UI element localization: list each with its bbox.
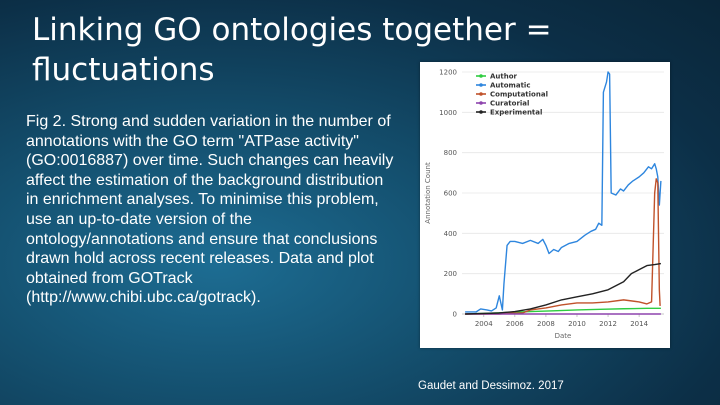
legend-label-experimental: Experimental: [490, 109, 542, 117]
x-axis-label: Date: [555, 332, 572, 340]
x-tick-label: 2004: [475, 320, 493, 328]
x-tick-label: 2010: [568, 320, 586, 328]
legend-label-curatorial: Curatorial: [490, 100, 529, 108]
x-tick-label: 2012: [599, 320, 617, 328]
x-tick-label: 2008: [537, 320, 555, 328]
legend-marker-computational: [479, 92, 483, 96]
y-tick-label: 0: [453, 311, 457, 319]
y-tick-label: 1200: [439, 69, 457, 77]
legend-marker-curatorial: [479, 101, 483, 105]
legend-marker-automatic: [479, 83, 483, 87]
y-tick-label: 400: [444, 230, 457, 238]
figure-caption: Fig 2. Strong and sudden variation in th…: [26, 113, 394, 307]
series-line-experimental: [465, 262, 662, 315]
legend-marker-author: [479, 74, 483, 78]
legend-label-automatic: Automatic: [490, 82, 530, 90]
legend-label-author: Author: [490, 73, 518, 81]
y-tick-label: 200: [444, 270, 457, 278]
legend-label-computational: Computational: [490, 91, 548, 99]
x-tick-label: 2014: [630, 320, 648, 328]
annotation-chart-panel: 0 200 400 600 800 1000 1200 2004 2006 2008 2010 201…: [420, 62, 670, 348]
y-tick-label: 600: [444, 190, 457, 198]
x-tick-label: 2006: [506, 320, 524, 328]
annotation-count-chart: 0 200 400 600 800 1000 1200 2004 2006 2008 2010 201…: [424, 69, 664, 340]
y-axis-label: Annotation Count: [424, 162, 432, 224]
series-line-automatic: [465, 71, 662, 313]
y-tick-label: 800: [444, 149, 457, 157]
citation: Gaudet and Dessimoz. 2017: [418, 380, 564, 392]
y-tick-label: 1000: [439, 109, 457, 117]
slide-title: Linking GO ontologies together = fluctua…: [32, 12, 552, 88]
series-line-computational: [465, 178, 661, 315]
legend-marker-experimental: [479, 110, 483, 114]
